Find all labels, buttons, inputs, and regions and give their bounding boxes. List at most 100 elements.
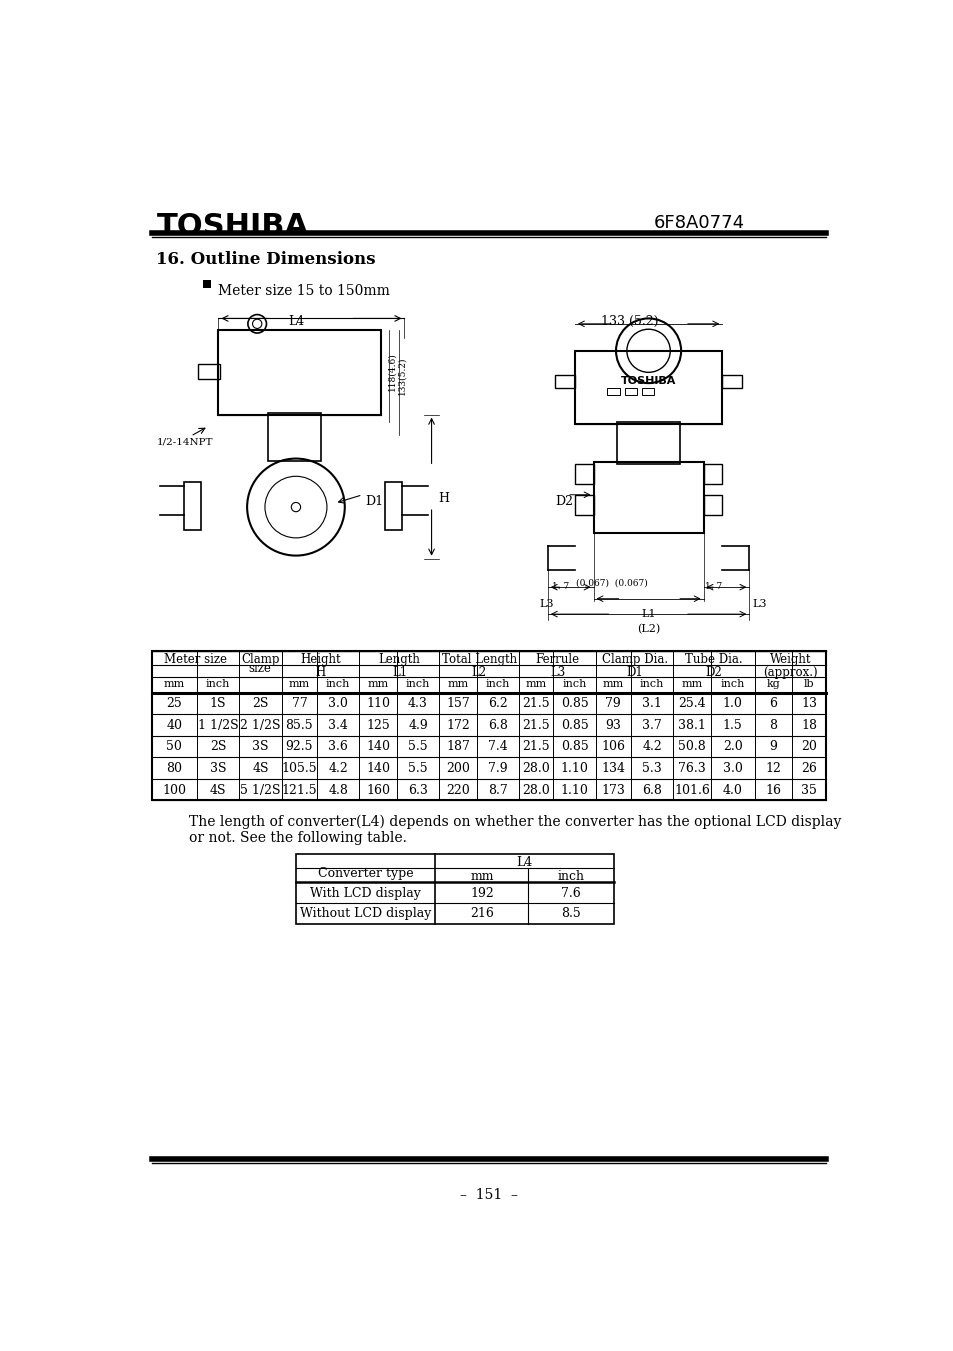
Text: 2S: 2S xyxy=(210,740,226,754)
Text: 50.8: 50.8 xyxy=(678,740,705,754)
Text: 133(5.2): 133(5.2) xyxy=(397,357,406,396)
Text: 8.7: 8.7 xyxy=(487,784,507,797)
Bar xyxy=(218,330,381,415)
Bar xyxy=(555,374,575,389)
Text: 16. Outline Dimensions: 16. Outline Dimensions xyxy=(156,251,375,267)
Text: 172: 172 xyxy=(446,719,469,732)
Text: 8: 8 xyxy=(768,719,777,732)
Text: 18: 18 xyxy=(801,719,816,732)
Text: Length: Length xyxy=(378,653,420,666)
Text: mm: mm xyxy=(164,678,185,689)
Text: 28.0: 28.0 xyxy=(522,784,550,797)
Bar xyxy=(703,494,721,515)
Text: 6F8A0774: 6F8A0774 xyxy=(654,215,744,232)
Text: L3: L3 xyxy=(752,600,766,609)
Text: 5 1/2S: 5 1/2S xyxy=(240,784,280,797)
Text: 40: 40 xyxy=(166,719,182,732)
Text: 3.0: 3.0 xyxy=(722,762,741,775)
Text: 134: 134 xyxy=(600,762,624,775)
Text: 133 (5.2): 133 (5.2) xyxy=(600,315,659,327)
Text: 1.0: 1.0 xyxy=(722,697,741,711)
Text: 187: 187 xyxy=(445,740,470,754)
Text: 3.7: 3.7 xyxy=(641,719,661,732)
Text: 21.5: 21.5 xyxy=(522,740,550,754)
Bar xyxy=(385,482,402,530)
Text: TOSHIBA: TOSHIBA xyxy=(620,376,676,386)
Text: 121.5: 121.5 xyxy=(281,784,317,797)
Text: mm: mm xyxy=(447,678,468,689)
Text: 1.5: 1.5 xyxy=(722,719,741,732)
Text: 21.5: 21.5 xyxy=(522,719,550,732)
Text: 192: 192 xyxy=(470,886,494,900)
Bar xyxy=(268,413,320,461)
Text: L2: L2 xyxy=(471,666,486,680)
Bar xyxy=(575,463,593,484)
Text: 50: 50 xyxy=(166,740,182,754)
Text: kg: kg xyxy=(765,678,780,689)
Text: 3S: 3S xyxy=(210,762,226,775)
Text: 25.4: 25.4 xyxy=(678,697,705,711)
Text: 140: 140 xyxy=(366,762,390,775)
Bar xyxy=(295,854,613,924)
Text: H: H xyxy=(438,492,449,505)
Text: 200: 200 xyxy=(445,762,470,775)
Text: Meter size: Meter size xyxy=(164,653,227,666)
Text: 7.6: 7.6 xyxy=(560,886,580,900)
Text: 1.10: 1.10 xyxy=(560,784,588,797)
Text: 1 1/2S: 1 1/2S xyxy=(197,719,238,732)
Text: 4.9: 4.9 xyxy=(408,719,428,732)
Text: 2 1/2S: 2 1/2S xyxy=(240,719,280,732)
Text: 1. 7: 1. 7 xyxy=(704,582,721,590)
Text: 1/2-14NPT: 1/2-14NPT xyxy=(156,438,213,447)
Text: Height: Height xyxy=(300,653,341,666)
Text: 6: 6 xyxy=(768,697,777,711)
Text: 173: 173 xyxy=(600,784,624,797)
Text: Clamp: Clamp xyxy=(241,653,279,666)
Text: 9: 9 xyxy=(769,740,777,754)
Text: 0.85: 0.85 xyxy=(560,719,588,732)
Text: –  151  –: – 151 – xyxy=(459,1188,517,1202)
Text: 160: 160 xyxy=(366,784,390,797)
Text: inch: inch xyxy=(405,678,430,689)
Text: (L2): (L2) xyxy=(637,624,659,635)
Bar xyxy=(152,651,825,800)
Text: D2: D2 xyxy=(555,494,573,508)
Text: Clamp Dia.: Clamp Dia. xyxy=(601,653,667,666)
Text: 140: 140 xyxy=(366,740,390,754)
Bar xyxy=(617,423,679,463)
Text: Meter size 15 to 150mm: Meter size 15 to 150mm xyxy=(218,284,390,297)
Text: 80: 80 xyxy=(166,762,182,775)
Bar xyxy=(641,388,654,396)
Text: Tube Dia.: Tube Dia. xyxy=(684,653,742,666)
Text: (0.067)  (0.067): (0.067) (0.067) xyxy=(576,578,648,588)
Text: 77: 77 xyxy=(292,697,307,711)
Text: inch: inch xyxy=(639,678,663,689)
Text: 7.4: 7.4 xyxy=(487,740,507,754)
Bar xyxy=(183,482,200,530)
Text: 2.0: 2.0 xyxy=(722,740,741,754)
Bar xyxy=(721,374,741,389)
Text: Converter type: Converter type xyxy=(317,867,413,880)
Bar xyxy=(703,463,721,484)
Text: mm: mm xyxy=(525,678,546,689)
Text: 3.4: 3.4 xyxy=(328,719,348,732)
Text: L4: L4 xyxy=(516,857,532,869)
Text: 0.85: 0.85 xyxy=(560,740,588,754)
Text: Ferrule: Ferrule xyxy=(535,653,579,666)
Text: 106: 106 xyxy=(600,740,624,754)
Text: 118(4.6): 118(4.6) xyxy=(387,353,396,390)
Text: mm: mm xyxy=(289,678,310,689)
Text: D1: D1 xyxy=(625,666,642,680)
Text: or not. See the following table.: or not. See the following table. xyxy=(189,831,406,846)
Text: Total Length: Total Length xyxy=(441,653,517,666)
Text: mm: mm xyxy=(470,870,494,882)
Text: 92.5: 92.5 xyxy=(285,740,313,754)
Bar xyxy=(198,363,220,380)
Text: 16: 16 xyxy=(764,784,781,797)
Text: 3.6: 3.6 xyxy=(328,740,348,754)
Text: 4.2: 4.2 xyxy=(328,762,348,775)
Text: 2S: 2S xyxy=(253,697,269,711)
Text: 20: 20 xyxy=(801,740,816,754)
Bar xyxy=(203,280,211,288)
Text: inch: inch xyxy=(326,678,350,689)
